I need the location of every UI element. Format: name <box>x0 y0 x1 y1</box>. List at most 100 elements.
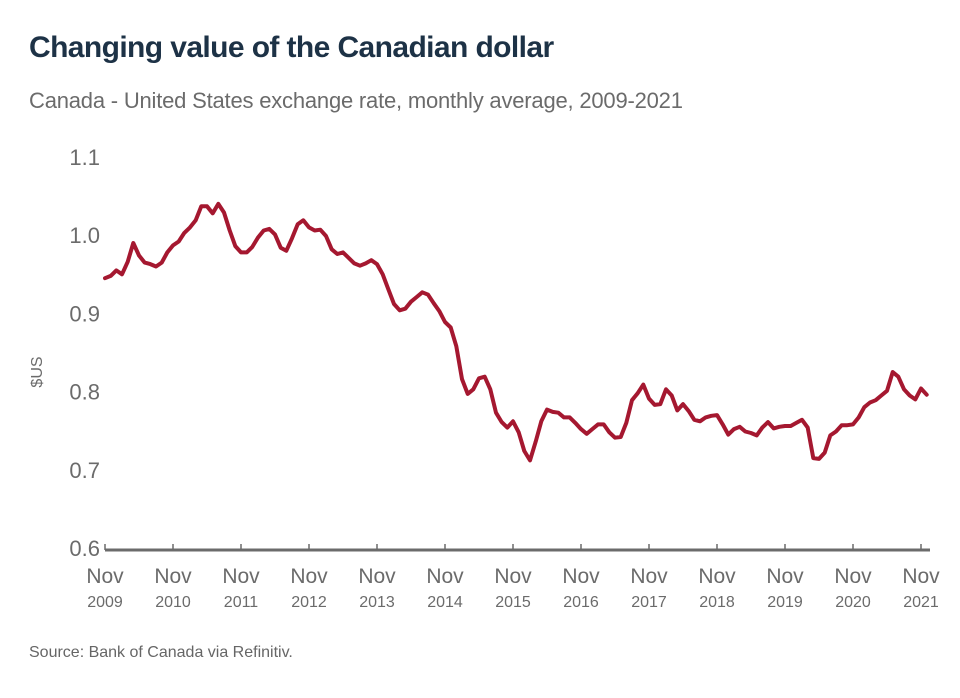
data-point <box>262 229 266 233</box>
data-point <box>211 211 215 215</box>
data-point <box>392 302 396 306</box>
data-point <box>494 411 498 415</box>
data-point <box>233 244 237 248</box>
data-point <box>800 418 804 422</box>
data-point <box>347 256 351 260</box>
data-point <box>789 424 793 428</box>
x-tick-month: Nov <box>834 565 872 588</box>
x-tick-month: Nov <box>562 565 600 588</box>
data-point <box>358 264 362 268</box>
data-point <box>284 249 288 253</box>
data-point <box>834 430 838 434</box>
data-point <box>466 392 470 396</box>
data-point <box>687 409 691 413</box>
x-tick-month: Nov <box>86 565 124 588</box>
chart-title: Changing value of the Canadian dollar <box>29 31 554 64</box>
data-point <box>245 250 249 254</box>
data-point <box>335 252 339 256</box>
x-tick-year: 2012 <box>291 594 327 611</box>
data-point <box>460 377 464 381</box>
y-tick-label: 0.6 <box>69 536 100 561</box>
data-point <box>721 422 725 426</box>
data-point <box>607 430 611 434</box>
data-point <box>449 326 453 330</box>
data-point <box>806 426 810 430</box>
data-point <box>636 391 640 395</box>
data-point <box>738 425 742 429</box>
data-point <box>925 393 929 397</box>
data-point <box>573 421 577 425</box>
data-point <box>568 415 572 419</box>
x-tick-month: Nov <box>154 565 192 588</box>
x-tick-year: 2009 <box>87 594 123 611</box>
data-point <box>545 408 549 412</box>
x-tick-month: Nov <box>358 565 396 588</box>
data-point <box>908 394 912 398</box>
data-point <box>488 387 492 391</box>
data-point <box>647 397 651 401</box>
x-tick-year: 2014 <box>427 594 463 611</box>
data-point <box>528 458 532 462</box>
data-point <box>585 432 589 436</box>
x-tick-year: 2016 <box>563 594 599 611</box>
data-point <box>483 375 487 379</box>
x-tick-year: 2017 <box>631 594 667 611</box>
x-tick-month: Nov <box>290 565 328 588</box>
data-point <box>698 419 702 423</box>
x-tick-month: Nov <box>630 565 668 588</box>
data-point <box>290 236 294 240</box>
data-point <box>879 394 883 398</box>
data-point <box>239 250 243 254</box>
x-tick-month: Nov <box>902 565 940 588</box>
data-point <box>517 430 521 434</box>
data-point <box>194 218 198 222</box>
data-point <box>301 218 305 222</box>
data-point <box>902 387 906 391</box>
data-point <box>330 247 334 251</box>
data-point <box>505 426 509 430</box>
data-point <box>500 420 504 424</box>
data-point <box>250 245 254 249</box>
y-tick-label: 0.8 <box>69 380 100 405</box>
data-point <box>602 422 606 426</box>
data-point <box>398 308 402 312</box>
data-point <box>704 415 708 419</box>
data-point <box>103 276 107 280</box>
x-tick-month: Nov <box>698 565 736 588</box>
data-point <box>114 268 118 272</box>
data-point <box>772 426 776 430</box>
data-point <box>443 320 447 324</box>
data-point <box>919 387 923 391</box>
data-point <box>891 370 895 374</box>
data-point <box>313 229 317 233</box>
data-point <box>267 227 271 231</box>
x-tick-year: 2018 <box>699 594 735 611</box>
data-point <box>664 387 668 391</box>
x-axis: Nov 2009 Nov 2010 Nov 2011 Nov 2012 Nov 2013 Nov 20… <box>86 544 940 611</box>
x-tick-year: 2021 <box>903 594 939 611</box>
data-point <box>415 295 419 299</box>
data-point <box>477 376 481 380</box>
data-point <box>228 229 232 233</box>
data-point <box>658 402 662 406</box>
data-point <box>760 426 764 430</box>
data-point <box>755 433 759 437</box>
data-point <box>364 261 368 265</box>
data-point <box>596 422 600 426</box>
data-point <box>868 401 872 405</box>
x-tick-year: 2010 <box>155 594 191 611</box>
data-point <box>409 300 413 304</box>
data-point <box>539 419 543 423</box>
data-point <box>222 211 226 215</box>
data-point <box>386 287 390 291</box>
data-point <box>511 419 515 423</box>
data-point <box>182 231 186 235</box>
data-point <box>579 427 583 431</box>
data-point <box>165 250 169 254</box>
data-point <box>630 398 634 402</box>
data-point <box>681 402 685 406</box>
data-point <box>137 254 141 258</box>
data-point <box>732 427 736 431</box>
data-point <box>432 301 436 305</box>
